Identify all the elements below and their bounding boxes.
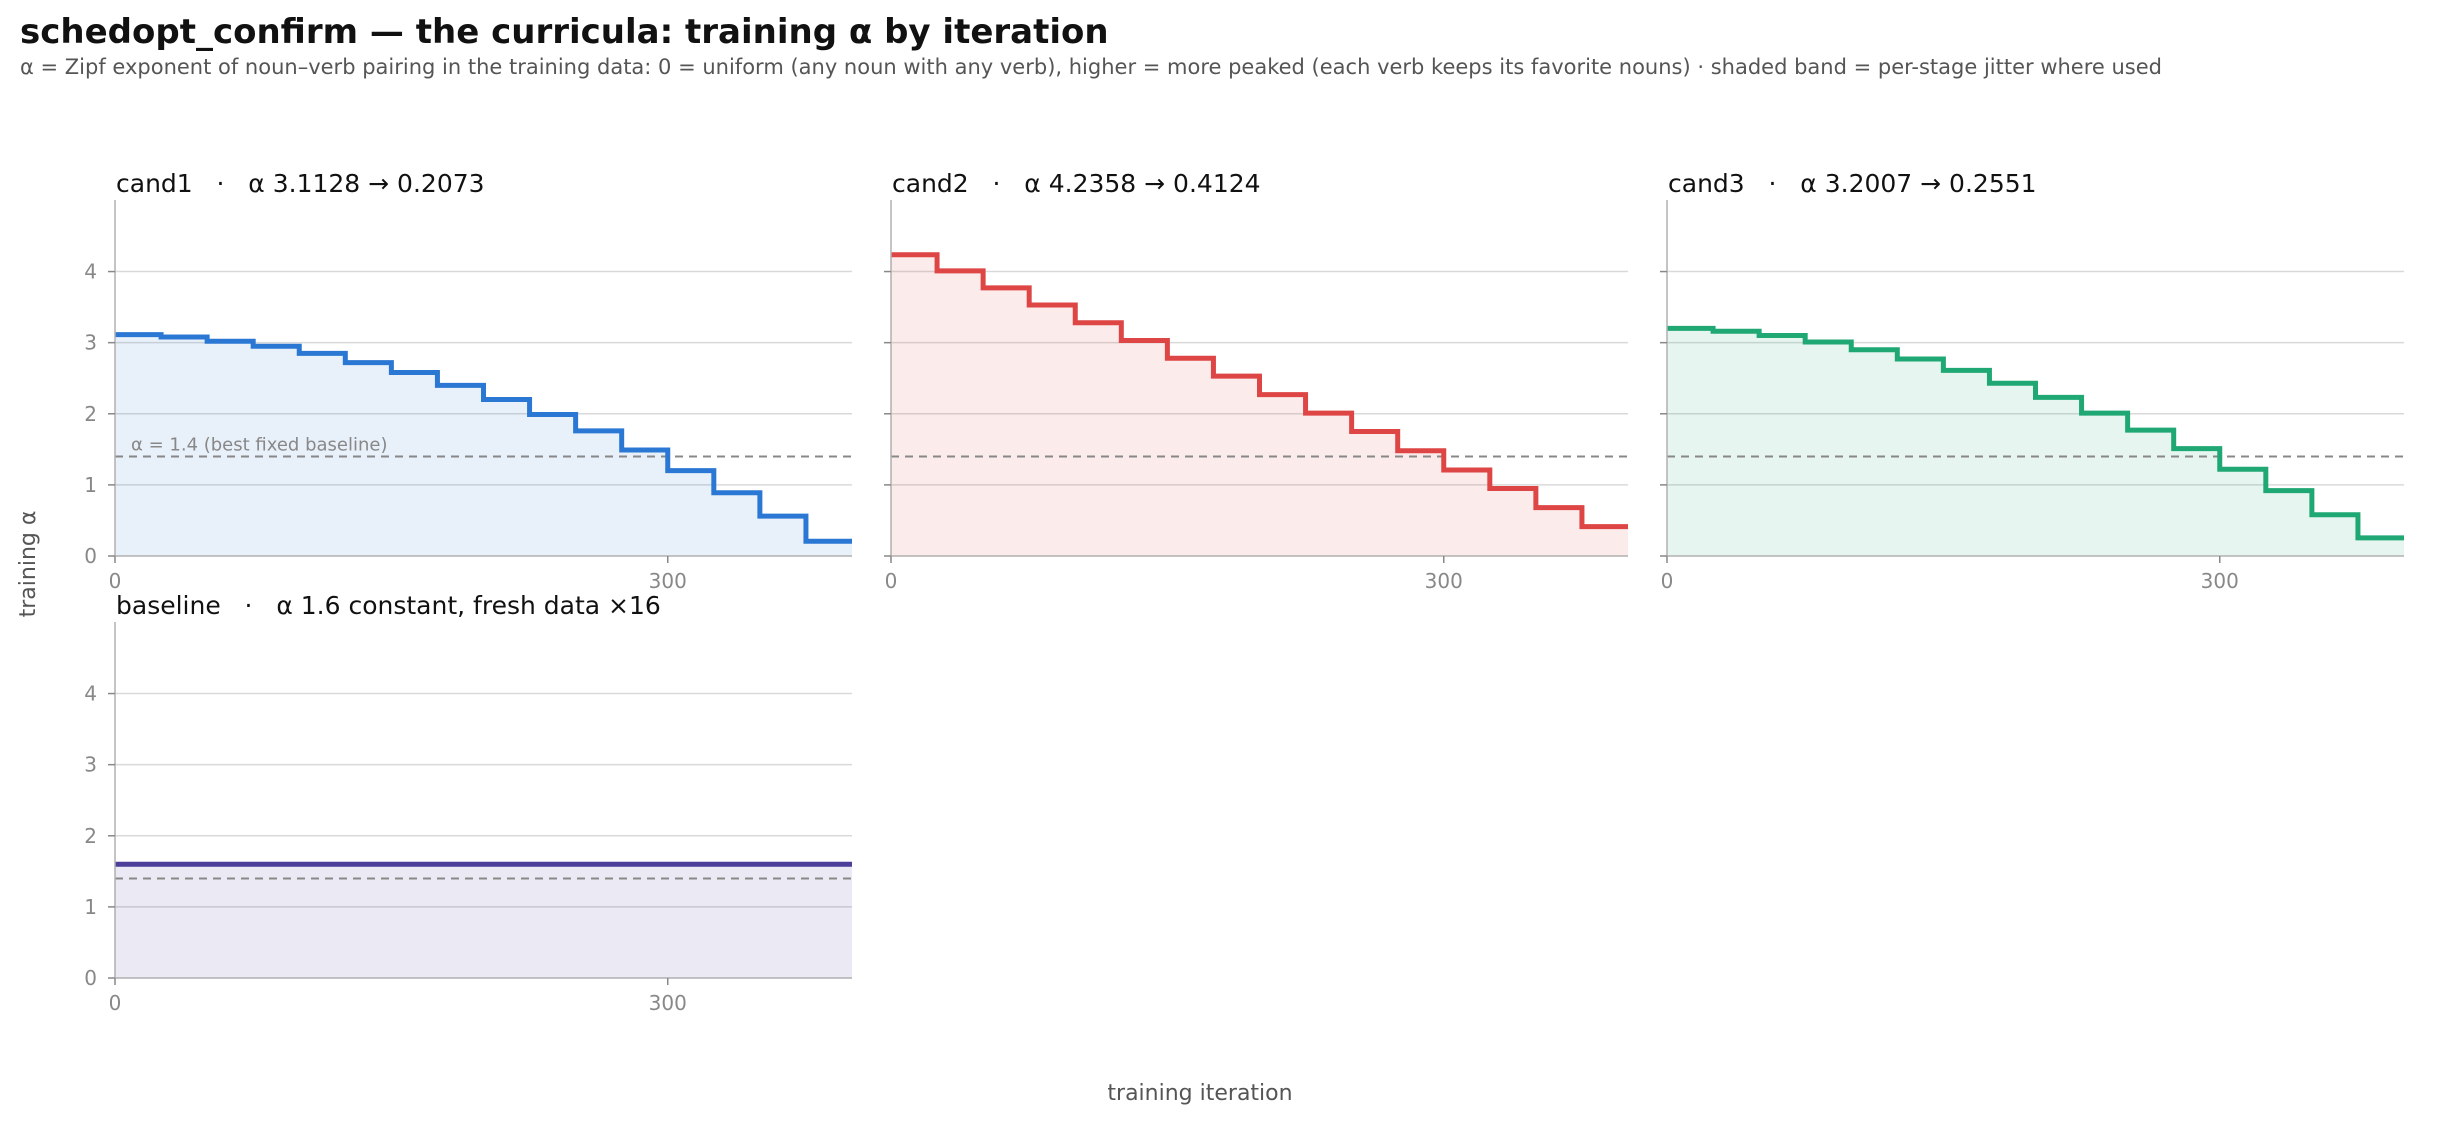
reference-label: α = 1.4 (best fixed baseline) xyxy=(131,434,388,455)
y-axis-label: training α xyxy=(16,511,41,618)
y-tick-label: 0 xyxy=(84,544,97,568)
cand1-series-line xyxy=(115,332,852,544)
baseline-area xyxy=(115,864,852,978)
y-tick-label: 4 xyxy=(84,682,97,706)
x-tick-label: 0 xyxy=(1661,569,1674,593)
page-subtitle: α = Zipf exponent of noun–verb pairing i… xyxy=(20,55,2162,79)
x-axis-label: training iteration xyxy=(1107,1081,1292,1106)
y-tick-label: 2 xyxy=(84,824,97,848)
panel-title: cand1 · α 3.1128 → 0.2073 xyxy=(116,169,485,198)
x-tick-label: 300 xyxy=(2201,569,2239,593)
panel-cand2: 0 300 cand2 · α 4.2358 → 0.4124 xyxy=(884,169,1628,593)
x-tick-label: 0 xyxy=(885,569,898,593)
y-tick-label: 1 xyxy=(84,895,97,919)
panel-baseline: 0 1 2 3 4 0 300 baseline · α 1.6 constant, fres… xyxy=(84,591,852,1015)
y-tick-label: 0 xyxy=(84,966,97,990)
x-tick-label: 0 xyxy=(109,991,122,1015)
panel-cand3: 0 300 cand3 · α 3.2007 → 0.2551 xyxy=(1660,169,2404,593)
page-title: schedopt_confirm — the curricula: traini… xyxy=(20,12,1109,52)
y-tick-label: 2 xyxy=(84,402,97,426)
y-tick-label: 4 xyxy=(84,260,97,284)
cand2-series-line xyxy=(891,252,1628,530)
panel-cand1: α = 1.4 (best fixed baseline) 0 1 2 3 4 0 300 ca… xyxy=(84,169,852,593)
cand2-area xyxy=(891,254,1628,557)
cand1-area xyxy=(115,334,852,556)
x-tick-label: 0 xyxy=(109,569,122,593)
panel-title: cand3 · α 3.2007 → 0.2551 xyxy=(1668,169,2037,198)
x-tick-label: 300 xyxy=(649,991,687,1015)
y-tick-label: 3 xyxy=(84,331,97,355)
x-tick-label: 300 xyxy=(649,569,687,593)
y-tick-label: 3 xyxy=(84,753,97,777)
cand3-series-line xyxy=(1667,325,2404,541)
x-tick-label: 300 xyxy=(1425,569,1463,593)
cand3-area xyxy=(1667,328,2404,556)
panel-title: cand2 · α 4.2358 → 0.4124 xyxy=(892,169,1261,198)
y-tick-label: 1 xyxy=(84,473,97,497)
panel-title: baseline · α 1.6 constant, fresh data ×1… xyxy=(116,591,661,620)
